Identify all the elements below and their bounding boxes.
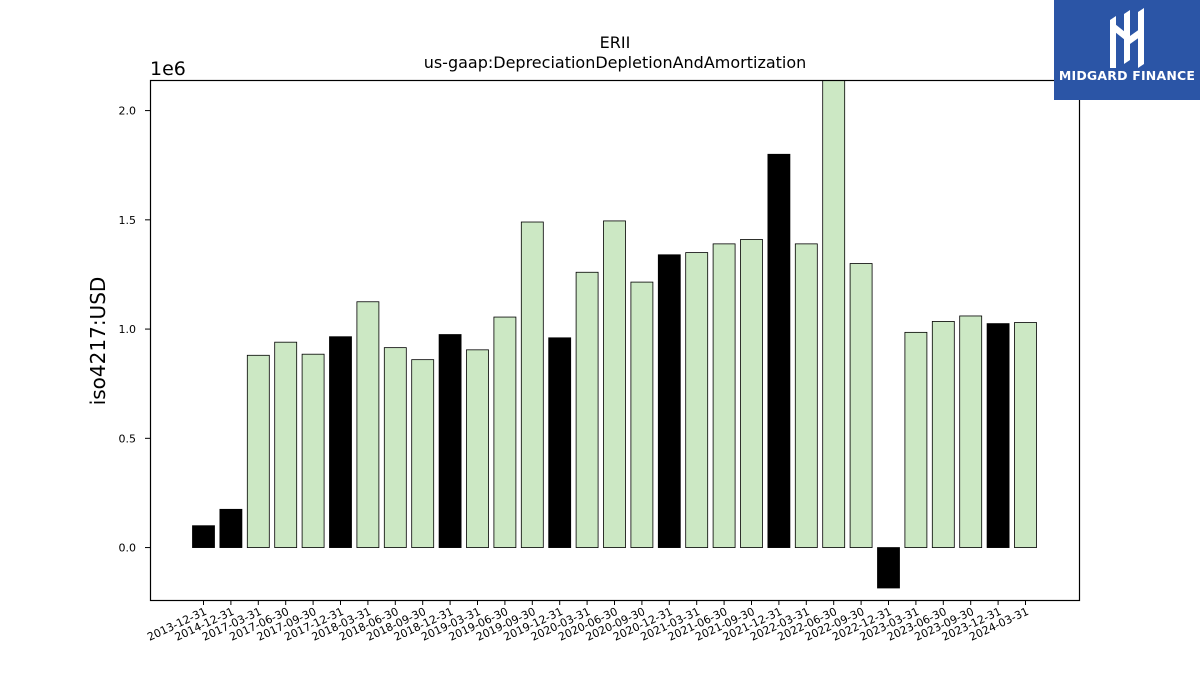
bar-2022-12-31	[877, 547, 900, 589]
bar-2021-12-31	[767, 153, 791, 548]
bar-2022-09-30	[849, 263, 873, 548]
bar-2019-03-31	[466, 349, 489, 548]
y-tick-label: 2.0	[119, 105, 137, 118]
logo-text: MIDGARD FINANCE	[1058, 68, 1196, 83]
bar-2024-03-31	[1014, 322, 1037, 548]
bar-2021-06-30	[712, 243, 736, 548]
chart-title: ERII	[600, 33, 631, 52]
bar-2019-12-31	[548, 337, 572, 548]
bar-2022-03-31	[794, 243, 818, 548]
bar-2018-03-31	[356, 301, 380, 548]
y-tick-label: 1.5	[119, 214, 137, 227]
bar-2017-03-31	[246, 354, 270, 548]
y-offset-label: 1e6	[150, 58, 186, 80]
bar-2022-06-30	[822, 81, 846, 548]
bar-2021-03-31	[685, 252, 709, 548]
chart-subtitle: us-gaap:DepreciationDepletionAndAmortiza…	[424, 53, 807, 72]
bar-2020-06-30	[603, 220, 626, 548]
bar-2023-12-31	[986, 323, 1010, 548]
bar-2017-09-30	[301, 353, 325, 548]
y-axis: 0.0 0.5 1.0 1.5 2.0	[119, 105, 150, 555]
y-axis-label: iso4217:USD	[86, 277, 110, 406]
midgard-finance-logo: MIDGARD FINANCE	[1054, 0, 1200, 100]
bar-2018-06-30	[383, 347, 407, 548]
bar-2021-09-30	[740, 239, 763, 548]
bar-2014-12-31	[219, 508, 243, 548]
bar-2020-03-31	[575, 271, 599, 548]
x-axis: 2013-12-312014-12-312017-03-312017-06-30…	[145, 600, 1031, 644]
bar-2023-09-30	[959, 315, 983, 548]
bar-2019-09-30	[520, 221, 544, 548]
midgard-logo-icon	[1110, 8, 1144, 68]
bar-2017-12-31	[329, 336, 352, 548]
bar-2013-12-31	[192, 525, 215, 548]
y-tick-label: 1.0	[119, 323, 137, 336]
bar-2017-06-30	[274, 341, 298, 548]
bar-2019-06-30	[493, 316, 517, 548]
bar-2018-09-30	[411, 359, 435, 548]
bar-2023-06-30	[931, 321, 955, 548]
y-tick-label: 0.5	[119, 432, 137, 445]
bar-2020-09-30	[630, 281, 654, 548]
bars-group	[192, 81, 1037, 589]
bar-2020-12-31	[657, 254, 681, 548]
bar-2018-12-31	[438, 334, 462, 548]
y-tick-label: 0.0	[119, 542, 137, 555]
bar-2023-03-31	[904, 331, 928, 548]
